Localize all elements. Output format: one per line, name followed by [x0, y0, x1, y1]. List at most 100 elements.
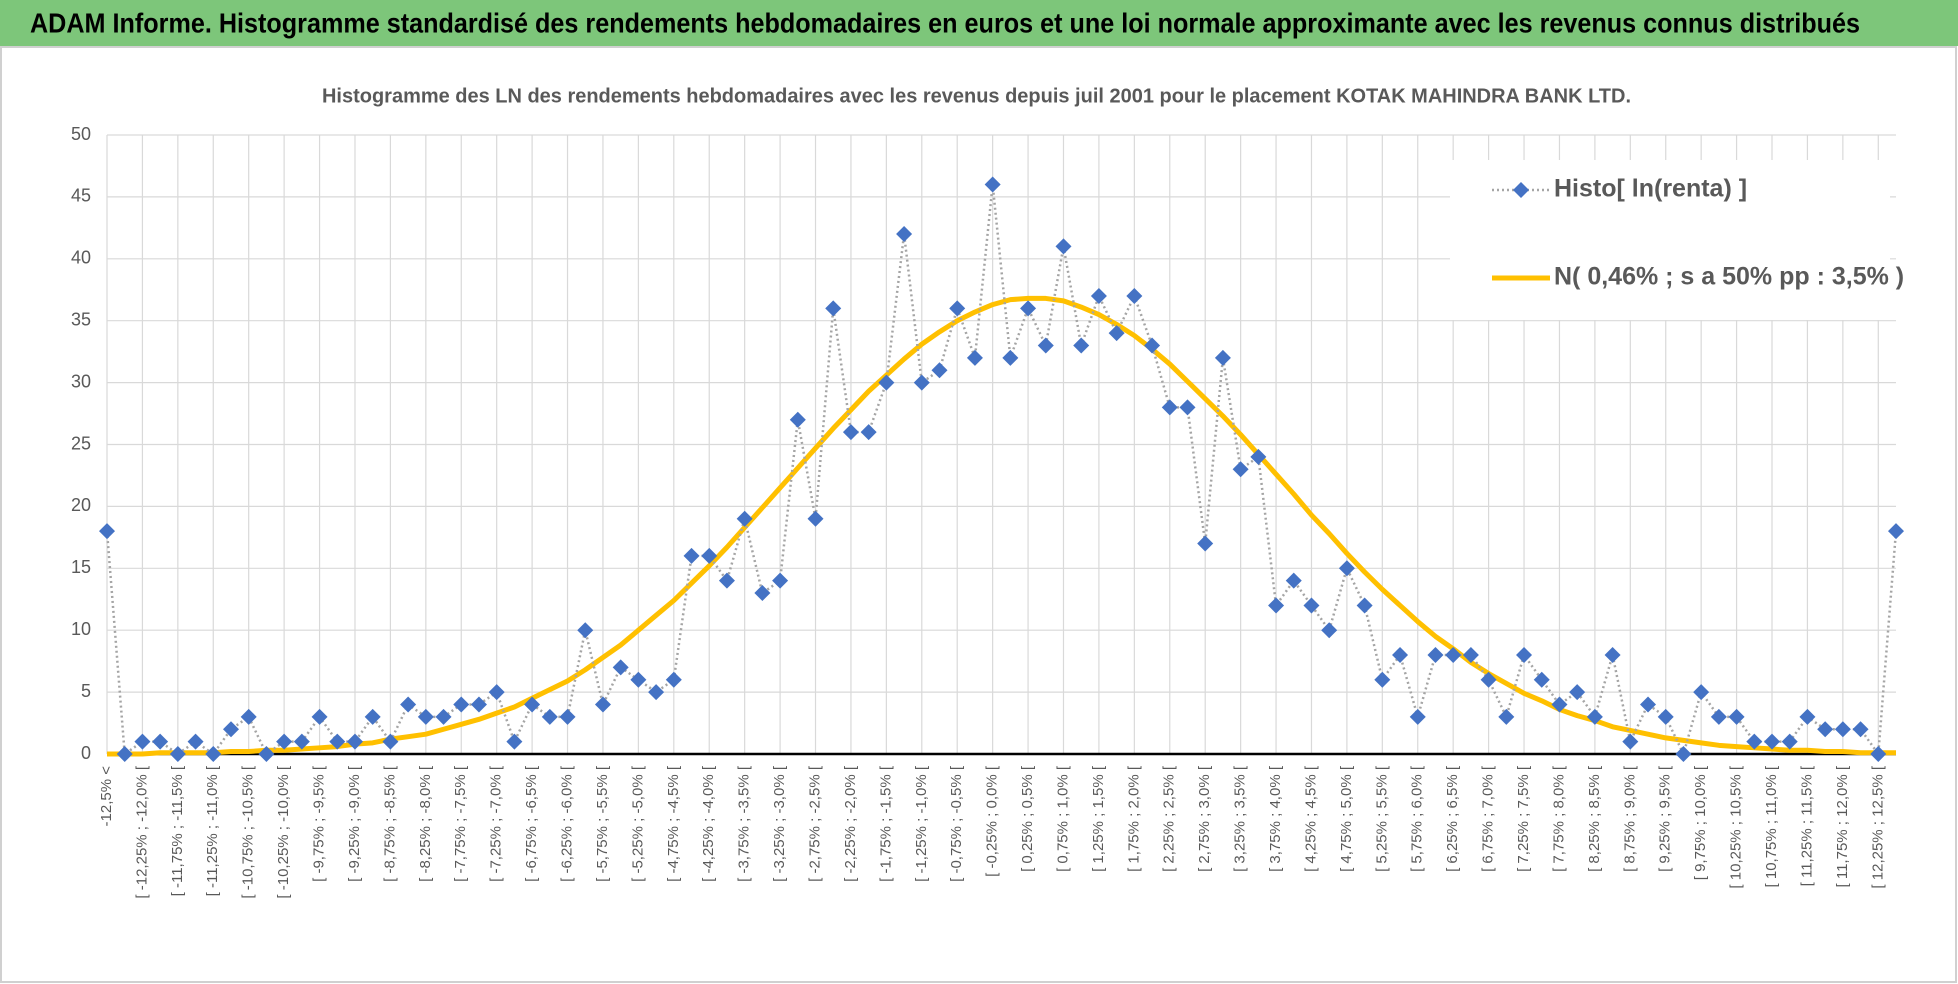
- data-point: [683, 547, 700, 564]
- series-line: [105, 183, 1898, 756]
- data-point: [807, 510, 824, 527]
- x-tick-label: [ 11,75% ; 12,0% [: [1834, 765, 1851, 887]
- data-point: [1604, 646, 1621, 663]
- data-point: [1144, 337, 1161, 354]
- data-point: [736, 510, 753, 527]
- data-point: [559, 708, 576, 725]
- data-point: [1374, 671, 1391, 688]
- x-tick-label: [ 3,25% ; 3,5% [: [1232, 765, 1249, 872]
- x-tick-label: [ -3,75% ; -3,5% [: [736, 765, 753, 882]
- data-point: [524, 696, 541, 713]
- data-point: [931, 362, 948, 379]
- x-tick-label: [ 9,25% ; 9,5% [: [1657, 765, 1674, 872]
- data-point: [488, 684, 505, 701]
- data-point: [1569, 684, 1586, 701]
- series-line: [107, 295, 1896, 757]
- data-point: [1480, 671, 1497, 688]
- x-tick-label: [ 2,75% ; 3,0% [: [1196, 765, 1213, 872]
- data-point: [276, 733, 293, 750]
- data-point: [648, 684, 665, 701]
- data-point: [1551, 696, 1568, 713]
- x-tick-label: [ -7,75% ; -7,5% [: [452, 765, 469, 882]
- y-tick-label: 35: [71, 309, 91, 329]
- x-tick-label: [ -3,25% ; -3,0% [: [771, 765, 788, 882]
- x-tick-label: [ -1,25% ; -1,0% [: [913, 765, 930, 882]
- chart-subtitle: Histogramme des LN des rendements hebdom…: [322, 85, 1631, 107]
- data-point: [577, 622, 594, 639]
- data-point: [1888, 523, 1904, 540]
- data-point: [1622, 733, 1639, 750]
- data-point: [1462, 646, 1479, 663]
- data-point: [470, 696, 487, 713]
- data-point: [913, 374, 930, 391]
- x-tick-label: [ 11,25% ; 11,5% [: [1798, 765, 1815, 886]
- data-point: [1179, 399, 1196, 416]
- data-point: [1285, 572, 1302, 589]
- chart-title: ADAM Informe. Histogramme standardisé de…: [30, 7, 1860, 38]
- chart-border: [0, 46, 1957, 983]
- data-point: [152, 733, 169, 750]
- data-point: [1817, 721, 1834, 738]
- data-point: [99, 523, 115, 540]
- y-tick-label: 10: [71, 619, 91, 639]
- x-tick-label: [ 6,25% ; 6,5% [: [1444, 765, 1461, 872]
- data-point: [1197, 535, 1214, 552]
- legend-marker: [1513, 182, 1529, 198]
- x-tick-label: [ -0,75% ; -0,5% [: [948, 765, 965, 882]
- data-point: [541, 708, 558, 725]
- data-point: [222, 721, 239, 738]
- data-point: [1232, 461, 1249, 478]
- data-point: [116, 746, 133, 762]
- data-point: [1746, 733, 1763, 750]
- legend: Histo[ ln(renta) ] N( 0,46% ; s a 50% pp …: [1450, 160, 1904, 320]
- data-point: [878, 374, 895, 391]
- x-tick-label: [ 10,25% ; 10,5% [: [1728, 765, 1745, 888]
- x-tick-label: [ 8,25% ; 8,5% [: [1586, 765, 1603, 872]
- x-tick-label: [ 6,75% ; 7,0% [: [1480, 765, 1497, 872]
- x-tick-label: [ -12,25% ; -12,0% [: [133, 765, 150, 898]
- x-tick-label: [ 0,25% ; 0,5% [: [1019, 765, 1036, 872]
- data-point: [435, 708, 452, 725]
- data-point: [1392, 646, 1409, 663]
- x-tick-label: [ -0,25% ; 0,0% [: [984, 765, 1001, 877]
- x-tick-label: [ -9,75% ; -9,5% [: [311, 765, 328, 882]
- data-point: [789, 411, 806, 428]
- x-tick-label: [ -1,75% ; -1,5% [: [877, 765, 894, 882]
- y-tick-label: 50: [71, 124, 91, 144]
- y-tick-label: 20: [71, 495, 91, 515]
- x-tick-label: [ -11,25% ; -11,0% [: [204, 765, 221, 896]
- data-point: [1799, 708, 1816, 725]
- data-point: [966, 349, 983, 366]
- data-point: [1090, 287, 1107, 304]
- data-point: [860, 424, 877, 441]
- data-point: [506, 733, 523, 750]
- y-tick-label: 15: [71, 557, 91, 577]
- data-point: [896, 226, 913, 243]
- data-point: [594, 696, 611, 713]
- legend-label: N( 0,46% ; s a 50% pp : 3,5% ): [1554, 263, 1904, 291]
- title-bar: [0, 0, 1958, 46]
- x-tick-label: [ 5,75% ; 6,0% [: [1409, 765, 1426, 872]
- x-tick-label: [ -4,25% ; -4,0% [: [700, 765, 717, 882]
- data-point: [258, 746, 275, 762]
- data-point: [1161, 399, 1178, 416]
- data-point: [417, 708, 434, 725]
- x-tick-label: [ -11,75% ; -11,5% [: [169, 765, 186, 896]
- data-point: [754, 585, 771, 602]
- data-point: [1640, 696, 1657, 713]
- data-point: [311, 708, 328, 725]
- data-point: [1533, 671, 1550, 688]
- x-tick-label: [ -9,25% ; -9,0% [: [346, 765, 363, 882]
- data-point: [701, 547, 718, 564]
- data-point: [1214, 349, 1231, 366]
- data-point: [400, 696, 417, 713]
- x-tick-label: [ -5,75% ; -5,5% [: [594, 765, 611, 882]
- data-point: [169, 746, 186, 762]
- data-point: [630, 671, 647, 688]
- data-point: [1020, 300, 1037, 317]
- x-tick-label: [ 9,75% ; 10,0% [: [1692, 765, 1709, 880]
- data-point: [949, 300, 966, 317]
- x-tick-label: [ 1,25% ; 1,5% [: [1090, 765, 1107, 872]
- data-point: [1586, 708, 1603, 725]
- x-tick-label: [ 7,25% ; 7,5% [: [1515, 765, 1532, 872]
